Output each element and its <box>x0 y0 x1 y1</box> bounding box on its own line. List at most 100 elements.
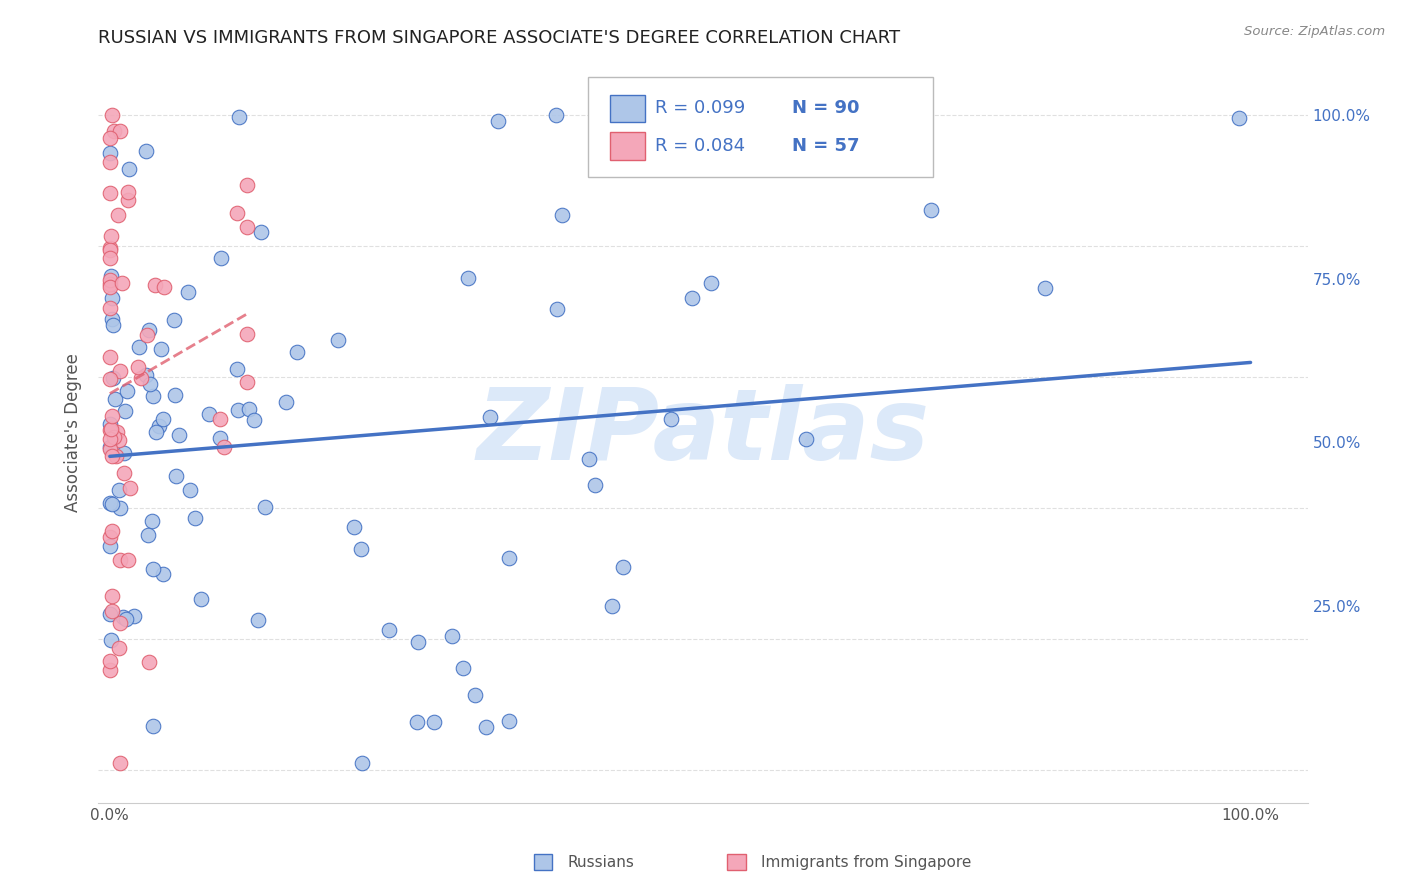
Point <box>101 497 124 511</box>
Point <box>101 603 124 617</box>
Point <box>114 404 136 418</box>
Point <box>135 368 157 382</box>
Point <box>550 208 572 222</box>
Point <box>122 608 145 623</box>
Point <box>98 131 121 145</box>
Point <box>152 411 174 425</box>
Point <box>98 350 121 364</box>
Point <box>165 388 187 402</box>
Point <box>108 433 131 447</box>
Point <box>98 442 121 456</box>
Point <box>167 427 190 442</box>
Point <box>139 377 162 392</box>
Point <box>101 108 124 122</box>
Point <box>578 451 600 466</box>
Point <box>108 553 131 567</box>
Point <box>659 412 682 426</box>
Point <box>98 432 121 446</box>
Point <box>101 449 124 463</box>
Point <box>226 403 249 417</box>
Text: Source: ZipAtlas.com: Source: ZipAtlas.com <box>1244 25 1385 38</box>
Point <box>98 417 121 431</box>
Point <box>118 162 141 177</box>
Point <box>406 715 429 730</box>
FancyBboxPatch shape <box>727 854 745 871</box>
Text: Russians: Russians <box>568 855 634 870</box>
Point <box>98 664 121 678</box>
Point <box>546 301 568 316</box>
Point <box>441 629 464 643</box>
Point <box>111 609 134 624</box>
Point <box>118 481 141 495</box>
Point <box>464 688 486 702</box>
Point <box>129 371 152 385</box>
Point <box>107 425 129 439</box>
Point <box>544 108 567 122</box>
Point <box>98 186 121 201</box>
Point <box>142 719 165 733</box>
Point <box>235 178 257 192</box>
Point <box>350 756 373 771</box>
FancyBboxPatch shape <box>610 132 645 160</box>
Point <box>453 661 475 675</box>
Point <box>108 501 131 516</box>
Point <box>349 541 371 556</box>
Point <box>100 632 122 647</box>
Point <box>276 395 298 409</box>
Point <box>101 409 124 424</box>
Point <box>98 607 121 621</box>
Point <box>498 714 520 728</box>
Point <box>794 432 817 446</box>
Point <box>235 376 257 390</box>
Point <box>98 423 121 437</box>
Point <box>198 407 221 421</box>
Point <box>127 359 149 374</box>
Point <box>128 340 150 354</box>
Point <box>100 422 122 436</box>
Point <box>117 193 139 207</box>
Point <box>209 412 232 426</box>
Point <box>1033 281 1056 295</box>
Point <box>98 655 121 669</box>
Point <box>108 616 131 631</box>
Text: RUSSIAN VS IMMIGRANTS FROM SINGAPORE ASSOCIATE'S DEGREE CORRELATION CHART: RUSSIAN VS IMMIGRANTS FROM SINGAPORE ASS… <box>98 29 901 47</box>
Point <box>117 553 139 567</box>
Point <box>112 446 135 460</box>
Point <box>101 312 124 326</box>
Point <box>98 273 121 287</box>
Point <box>142 389 165 403</box>
Text: Immigrants from Singapore: Immigrants from Singapore <box>761 855 972 870</box>
Point <box>108 483 131 498</box>
Point <box>343 519 366 533</box>
Point <box>190 591 212 606</box>
Point <box>108 756 131 771</box>
Point <box>108 124 131 138</box>
Point <box>98 155 121 169</box>
Point <box>98 539 121 553</box>
Point <box>250 225 273 239</box>
Point <box>208 431 231 445</box>
Point <box>108 640 131 655</box>
Point <box>254 500 277 514</box>
Point <box>1227 111 1250 125</box>
Point <box>100 589 122 603</box>
Point <box>142 562 165 576</box>
Point <box>98 244 121 258</box>
Point <box>226 362 249 376</box>
Point <box>136 528 159 542</box>
Text: R = 0.099: R = 0.099 <box>655 100 745 118</box>
Point <box>152 566 174 581</box>
Text: N = 90: N = 90 <box>793 100 860 118</box>
Point <box>117 185 139 199</box>
Point <box>107 208 129 222</box>
Point <box>103 318 125 332</box>
Point <box>98 241 121 255</box>
Point <box>583 478 606 492</box>
Point <box>406 635 429 649</box>
Point <box>475 721 498 735</box>
FancyBboxPatch shape <box>610 95 645 122</box>
Point <box>423 715 446 730</box>
Point <box>143 277 166 292</box>
Point <box>98 252 121 266</box>
Point <box>378 624 401 638</box>
